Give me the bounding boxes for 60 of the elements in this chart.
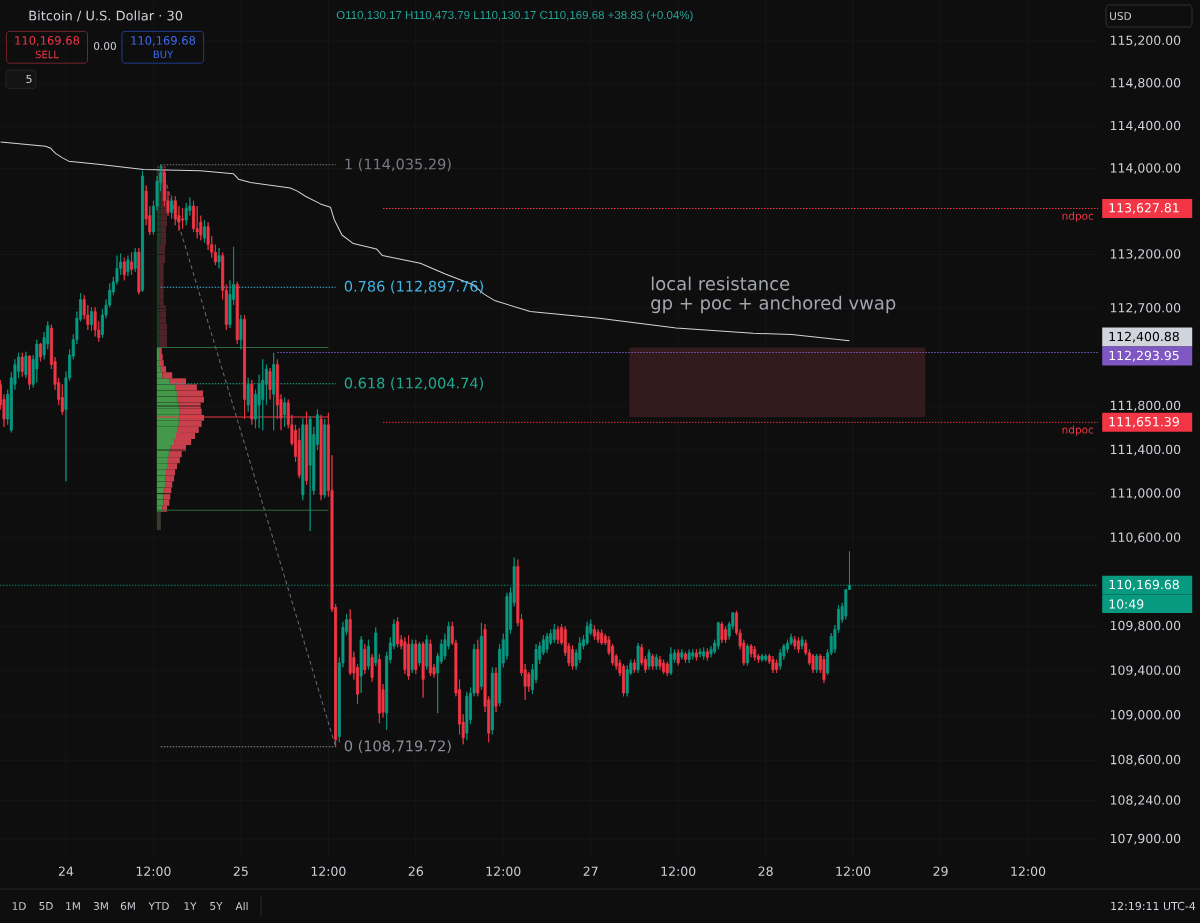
text: 6M xyxy=(120,902,135,910)
text: 12:19:11 UTC-4 xyxy=(1111,901,1196,911)
y-tick-label: 110,600.00 xyxy=(1110,532,1181,544)
text: 112,400.88 xyxy=(1109,331,1179,343)
y-tick-label: 109,400.00 xyxy=(1110,665,1181,677)
x-tick-label: 27 xyxy=(583,866,598,876)
annotation: 0 (108,719.72) xyxy=(344,740,451,754)
text: Bitcoin / U.S. Dollar · 30 xyxy=(29,10,183,22)
y-tick-label: 111,000.00 xyxy=(1110,488,1181,500)
y-tick-label: 108,600.00 xyxy=(1110,754,1181,766)
y-tick-label: 111,800.00 xyxy=(1110,400,1181,412)
x-tick-label: 24 xyxy=(58,866,74,876)
annotation: 0.618 (112,004.74) xyxy=(344,377,483,391)
x-tick-label: 29 xyxy=(933,866,948,876)
annotation: gp + poc + anchored vwap xyxy=(651,295,896,314)
annotation: 0.00 xyxy=(94,42,116,50)
x-tick-label: 26 xyxy=(408,866,423,876)
annotation: 1 (114,035.29) xyxy=(345,158,451,172)
y-tick-label: 115,200.00 xyxy=(1110,35,1181,47)
text: USD xyxy=(1110,12,1132,20)
ref-line-label: 110,169.68 xyxy=(1109,579,1179,591)
y-tick-label: 109,800.00 xyxy=(1110,620,1181,632)
x-tick-label: 12:00 xyxy=(836,866,871,876)
annotation: O110,130.17 H110,473.79 L110,130.17 C110,169.68 +38.83 (+0.04%) xyxy=(336,10,693,22)
annotation: BUY xyxy=(153,50,174,59)
x-tick-label: 28 xyxy=(758,866,773,876)
y-tick-label: 108,240.00 xyxy=(1110,795,1181,807)
text: YTD xyxy=(148,902,169,910)
y-tick-label: 107,900.00 xyxy=(1110,833,1181,845)
y-tick-label: 112,700.00 xyxy=(1110,303,1181,314)
x-tick-label: 25 xyxy=(233,866,248,876)
x-tick-label: 12:00 xyxy=(136,866,171,876)
x-tick-label: 12:00 xyxy=(661,866,696,876)
annotation: 110,169.68 xyxy=(131,36,196,46)
series-label: ndpoc xyxy=(1062,211,1094,222)
y-tick-label: 109,000.00 xyxy=(1110,710,1181,721)
annotation: 110,169.68 xyxy=(15,36,80,46)
annotation: 5 xyxy=(26,74,32,84)
text: 1D xyxy=(12,902,26,910)
text: All xyxy=(235,902,248,910)
text: 1M xyxy=(66,902,80,910)
data-label: 113,627.81 xyxy=(1109,203,1179,214)
data-label: 112,293.95 xyxy=(1109,350,1179,362)
text: 3M xyxy=(93,902,108,910)
y-tick-label: 111,400.00 xyxy=(1110,444,1181,456)
data-label: 111,651.39 xyxy=(1109,416,1179,428)
text: 1Y xyxy=(184,902,197,910)
x-tick-label: 12:00 xyxy=(311,866,346,876)
y-tick-label: 114,800.00 xyxy=(1110,77,1181,89)
annotation: SELL xyxy=(35,50,59,59)
x-tick-label: 12:00 xyxy=(486,866,521,876)
y-tick-label: 114,000.00 xyxy=(1110,163,1181,174)
text: 5Y xyxy=(210,902,223,910)
annotation: local resistance xyxy=(651,276,790,291)
y-tick-label: 114,400.00 xyxy=(1110,120,1181,132)
text: 5D xyxy=(39,902,53,910)
x-tick-label: 12:00 xyxy=(1011,866,1046,876)
text: 10:49 xyxy=(1109,599,1144,609)
series-label: ndpoc xyxy=(1062,425,1094,436)
y-tick-label: 113,200.00 xyxy=(1110,249,1181,260)
